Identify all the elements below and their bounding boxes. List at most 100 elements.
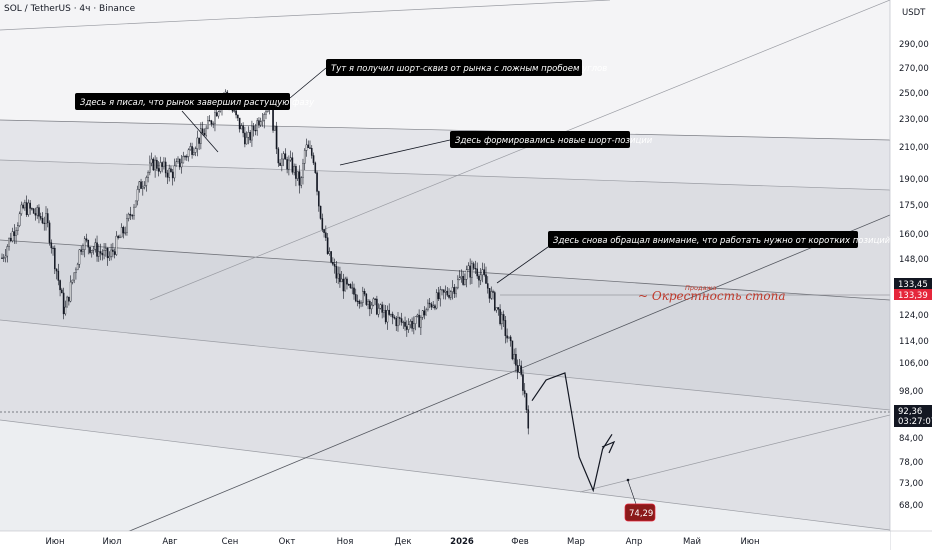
price-tick-label: 124,00	[899, 311, 929, 321]
candle-body	[402, 321, 405, 324]
candle-body	[381, 304, 383, 313]
candle-body	[22, 204, 24, 209]
candle-body	[233, 110, 236, 112]
candle-body	[314, 162, 317, 173]
trendline-support[interactable]	[119, 214, 891, 536]
candles	[1, 89, 530, 435]
annotation-growth-end[interactable]: Здесь я писал, что рынок завершил растущ…	[75, 93, 315, 153]
candle-body	[465, 269, 468, 280]
price-axis[interactable]	[890, 0, 932, 550]
candle-body	[471, 263, 473, 278]
candle-body	[106, 247, 109, 259]
candle-body	[131, 215, 134, 217]
candle-body	[252, 125, 255, 131]
candle-body	[284, 153, 287, 160]
candle-body	[185, 156, 188, 158]
candle-body	[437, 292, 440, 300]
candle-body	[166, 172, 169, 178]
candle-body	[80, 249, 82, 252]
candle-body	[242, 125, 244, 134]
candle-body	[312, 155, 315, 164]
candle-body	[105, 247, 107, 251]
annotation-short-positions-connector	[496, 246, 549, 284]
candle-body	[46, 213, 49, 224]
candle-body	[418, 314, 420, 328]
candle-body	[152, 158, 155, 171]
annotation-squeeze[interactable]: Тут я получил шорт-сквиз от рынка с ложн…	[289, 59, 607, 99]
candle-body	[52, 247, 54, 249]
target-point	[626, 478, 630, 482]
candle-body	[175, 161, 178, 167]
candle-body	[453, 287, 456, 294]
candle-body	[97, 251, 100, 257]
trendline-1[interactable]	[0, 0, 611, 31]
candle-body	[494, 292, 496, 311]
annotation-squeeze-connector	[289, 67, 327, 99]
candle-body	[365, 293, 368, 305]
candle-body	[55, 268, 58, 272]
candle-body	[501, 314, 503, 325]
trendline-5[interactable]	[0, 319, 891, 411]
candle-body	[441, 289, 443, 291]
candle-body	[430, 303, 433, 308]
time-axis[interactable]	[0, 531, 890, 550]
candle-body	[354, 294, 357, 302]
candle-body	[157, 168, 160, 172]
candle-body	[339, 273, 341, 283]
candle-body	[310, 148, 313, 156]
candle-body	[13, 231, 16, 236]
candle-body	[96, 242, 98, 257]
candle-body	[24, 202, 26, 209]
time-tick-label: 2026	[450, 537, 474, 547]
candle-body	[376, 298, 378, 315]
candle-body	[18, 213, 21, 226]
time-tick-label: Дек	[394, 537, 411, 547]
candle-body	[245, 137, 248, 145]
candle-body	[349, 284, 352, 289]
candle-body	[200, 128, 202, 144]
annotation-new-shorts-box	[450, 131, 630, 148]
annotation-new-shorts[interactable]: Здесь формировались новые шорт-позиции	[339, 131, 653, 166]
candle-body	[59, 280, 61, 291]
candle-body	[351, 287, 354, 289]
candle-body	[141, 186, 144, 189]
candle-body	[497, 307, 500, 310]
target-tag-text: 74,29	[629, 509, 653, 519]
candle-body	[474, 268, 477, 270]
candle-body	[184, 156, 186, 158]
price-tick-label: 106,00	[899, 359, 929, 369]
candle-body	[472, 263, 475, 269]
trendline-lower-support[interactable]	[579, 414, 891, 493]
trendline-4[interactable]	[0, 239, 891, 301]
last-price-tag	[894, 405, 932, 427]
trendline-6[interactable]	[0, 419, 891, 531]
candle-body	[208, 120, 211, 122]
channel-band-upper	[0, 120, 890, 190]
candle-body	[358, 300, 361, 304]
candle-body	[150, 158, 153, 164]
candle-body	[446, 290, 449, 296]
price-tag-133-39-text: 133,39	[898, 291, 928, 301]
candle-body	[286, 159, 288, 170]
candle-body	[119, 236, 121, 239]
trendline-3[interactable]	[0, 159, 891, 191]
candle-body	[400, 318, 403, 323]
annotation-short-positions[interactable]: Здесь снова обращал внимание, что работа…	[496, 231, 891, 284]
candle-body	[61, 289, 63, 294]
candle-body	[342, 278, 345, 292]
candle-body	[455, 287, 457, 294]
candle-body	[2, 257, 5, 259]
candle-body	[360, 302, 362, 304]
trendline-2[interactable]	[0, 119, 891, 141]
candle-body	[295, 166, 297, 179]
time-tick-label: Июн	[45, 537, 64, 547]
candle-body	[427, 302, 429, 310]
price-tick-label: 78,00	[899, 458, 923, 468]
candle-body	[377, 307, 380, 315]
candle-body	[325, 232, 327, 238]
price-ticks: 290,00 270,00 250,00 230,00 210,00 190,00 175,…	[899, 40, 929, 511]
candle-body	[66, 296, 68, 308]
trendline-steep[interactable]	[149, 0, 891, 301]
